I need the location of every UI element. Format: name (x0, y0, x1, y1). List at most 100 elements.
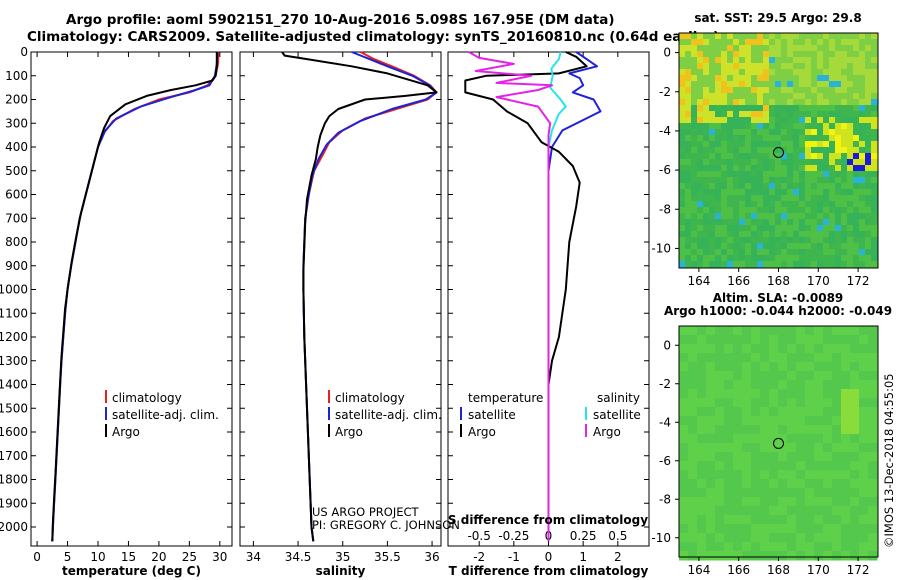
map-cell (691, 57, 698, 64)
map-cell (715, 249, 722, 256)
map-cell (829, 105, 836, 112)
map-cell (691, 195, 698, 202)
map-cell (679, 141, 686, 148)
map-cell (835, 147, 842, 154)
map-cell (835, 195, 842, 202)
map-cell (811, 159, 818, 166)
map-cell (739, 99, 746, 106)
map-cell (853, 261, 860, 268)
title-line-2: Climatology: CARS2009. Satellite-adjuste… (27, 29, 720, 45)
map-cell (871, 153, 878, 160)
map-cell (703, 213, 710, 220)
y-tick-label: 1700 (0, 449, 28, 463)
map-cell (796, 380, 806, 390)
map-cell (835, 39, 842, 46)
map-cell (706, 407, 716, 417)
map-cell (853, 183, 860, 190)
map-cell (853, 231, 860, 238)
map-cell (775, 213, 782, 220)
map-cell (697, 443, 707, 453)
legend-temperature-title: temperature (468, 391, 543, 405)
map-cell (823, 353, 833, 363)
map-cell (799, 201, 806, 208)
map-cell (751, 542, 761, 552)
map-cell (796, 497, 806, 507)
map-cell (799, 147, 806, 154)
map-cell (691, 207, 698, 214)
map-cell (823, 407, 833, 417)
map-cell (841, 129, 848, 136)
map-cell (787, 189, 794, 196)
map-cell (829, 135, 836, 142)
map-cell (805, 434, 815, 444)
map-cell (715, 33, 722, 40)
map-cell (817, 87, 824, 94)
legend-argo: Argo (112, 425, 140, 439)
map-cell (847, 81, 854, 88)
map-cell (805, 470, 815, 480)
map-cell (805, 51, 812, 58)
map-cell (850, 326, 860, 336)
map-cell (805, 99, 812, 106)
map-cell (709, 237, 716, 244)
map-cell (799, 213, 806, 220)
map-cell (793, 117, 800, 124)
map-cell (697, 63, 704, 70)
map-cell (733, 443, 743, 453)
map-cell (859, 165, 866, 172)
map-cell (697, 344, 707, 354)
map-cell (679, 479, 689, 489)
map-cell (859, 159, 866, 166)
map-cell (811, 219, 818, 226)
map-cell (733, 542, 743, 552)
map-cell (847, 57, 854, 64)
map-cell (691, 201, 698, 208)
map-cell (745, 201, 752, 208)
map-cell (745, 45, 752, 52)
map-cell (871, 219, 878, 226)
map-cell (811, 183, 818, 190)
map-cell (706, 443, 716, 453)
map-cell (691, 243, 698, 250)
map-cell (814, 326, 824, 336)
y-tick-label: 1400 (0, 378, 28, 392)
map-cell (823, 123, 830, 130)
map-cell (685, 237, 692, 244)
temperature-legend: climatology satellite-adj. clim. Argo (105, 390, 219, 439)
map-cell (859, 33, 866, 40)
legend-satellite: satellite-adj. clim. (112, 408, 219, 422)
map-cell (799, 159, 806, 166)
x-tick-label: 0 (545, 550, 553, 564)
map-cell (751, 57, 758, 64)
map-cell (706, 434, 716, 444)
map-cell (817, 51, 824, 58)
map-cell (742, 380, 752, 390)
map-cell (769, 380, 779, 390)
map-cell (769, 195, 776, 202)
map-cell (868, 533, 878, 543)
map-cell (859, 123, 866, 130)
map-cell (769, 515, 779, 525)
map-cell (793, 39, 800, 46)
map-cell (871, 255, 878, 262)
map-cell (742, 542, 752, 552)
map-cell (781, 189, 788, 196)
map-cell (733, 81, 740, 88)
map-cell (733, 249, 740, 256)
legend-s-argo: Argo (593, 425, 621, 439)
map-cell (805, 153, 812, 160)
map-cell (757, 33, 764, 40)
map-cell (751, 147, 758, 154)
map-cell (859, 425, 869, 435)
map-cell (709, 87, 716, 94)
map-cell (715, 219, 722, 226)
map-cell (829, 261, 836, 268)
map-cell (679, 171, 686, 178)
x-tick-label: -1 (508, 550, 520, 564)
map-cell (841, 425, 851, 435)
map-cell (841, 479, 851, 489)
map-cell (709, 165, 716, 172)
map-cell (745, 219, 752, 226)
map-cell (814, 533, 824, 543)
map-cell (685, 201, 692, 208)
